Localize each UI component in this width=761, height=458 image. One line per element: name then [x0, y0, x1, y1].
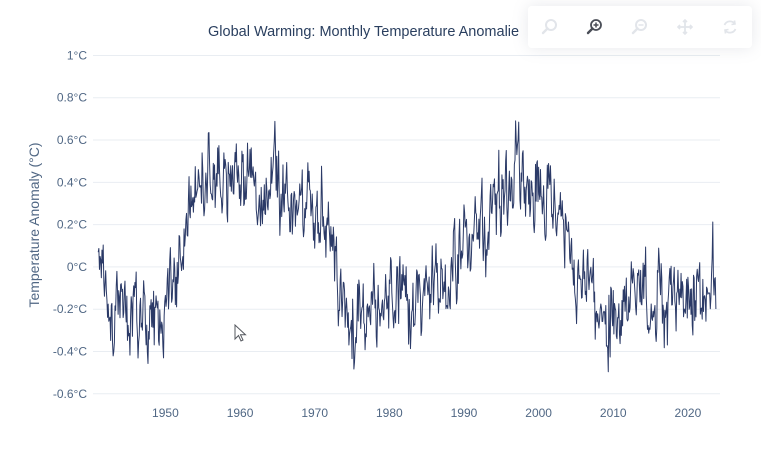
y-tick-label: -0.2°C [53, 302, 87, 316]
y-tick-label: 0.6°C [57, 133, 87, 147]
zoom-out-button[interactable] [627, 14, 653, 40]
zoom-in-icon [586, 19, 603, 35]
y-tick-label: -0.4°C [53, 344, 87, 358]
x-tick-label: 1990 [451, 406, 478, 420]
zoom-in-button[interactable] [582, 14, 608, 40]
x-tick-label: 1970 [301, 406, 328, 420]
mouse-cursor-icon [234, 324, 247, 342]
reset-axes-icon [723, 20, 736, 34]
reset-axes-button[interactable] [717, 14, 743, 40]
y-tick-label: -0.6°C [53, 387, 87, 401]
y-tick-label: 0.8°C [57, 91, 87, 105]
x-tick-label: 1980 [376, 406, 403, 420]
series-line-monthly-anomaly[interactable] [97, 120, 717, 373]
x-tick-label: 2010 [600, 406, 627, 420]
x-axis-tick-labels: 1950 1960 1970 1980 1990 2000 2010 2020 [152, 406, 702, 420]
zoom-icon [542, 19, 558, 35]
x-tick-label: 2000 [525, 406, 552, 420]
y-axis-title: Temperature Anomaly (°C) [26, 142, 42, 307]
chart-title: Global Warming: Monthly Temperature Anom… [208, 24, 519, 40]
y-tick-label: 0.2°C [57, 218, 87, 232]
x-tick-label: 1960 [227, 406, 254, 420]
pan-icon [676, 18, 693, 36]
y-axis-tick-labels: 1°C 0.8°C 0.6°C 0.4°C 0.2°C 0°C -0.2°C -0.4°C -0… [53, 48, 87, 400]
pan-button[interactable] [672, 14, 698, 40]
y-tick-label: 1°C [67, 48, 87, 62]
y-tick-label: 0°C [67, 260, 87, 274]
zoom-button[interactable] [537, 14, 563, 40]
chart-toolbar [528, 6, 752, 48]
series-group [97, 120, 717, 373]
x-tick-label: 2020 [675, 406, 702, 420]
y-tick-label: 0.4°C [57, 175, 87, 189]
zoom-out-icon [631, 19, 647, 35]
x-tick-label: 1950 [152, 406, 179, 420]
